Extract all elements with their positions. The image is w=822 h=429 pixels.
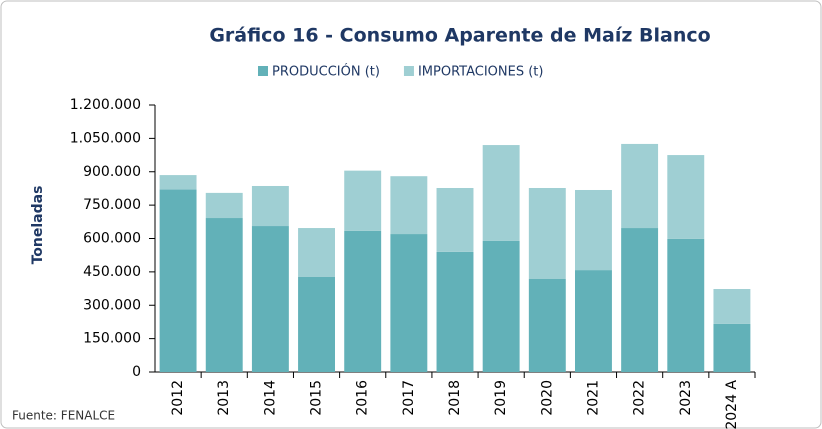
bar-segment bbox=[621, 143, 659, 229]
bar-segment bbox=[436, 251, 474, 372]
bar-segment bbox=[575, 189, 612, 271]
bar-segment bbox=[482, 240, 520, 372]
x-tick-label: 2021 bbox=[585, 380, 601, 416]
bar-segment bbox=[528, 278, 566, 372]
x-tick-label: 2015 bbox=[309, 380, 325, 416]
x-tick-label: 2019 bbox=[493, 380, 509, 416]
y-tick-label: 150.000 bbox=[83, 331, 141, 347]
bar-segment bbox=[205, 192, 243, 219]
bar-segment bbox=[667, 155, 705, 239]
bar-segment bbox=[159, 175, 197, 190]
y-tick-label: 1.200.000 bbox=[70, 97, 141, 113]
legend-label: PRODUCCIÓN (t) bbox=[272, 64, 380, 80]
y-tick-label: 450.000 bbox=[83, 264, 141, 280]
x-tick-label: 2014 bbox=[262, 380, 278, 416]
bar-segment bbox=[713, 323, 751, 372]
bar-segment bbox=[621, 228, 659, 372]
y-tick-label: 1.050.000 bbox=[70, 130, 141, 146]
bar-segment bbox=[251, 185, 289, 227]
legend-swatch bbox=[258, 66, 268, 76]
bar-segment bbox=[667, 238, 705, 372]
y-tick-label: 600.000 bbox=[83, 231, 141, 247]
x-tick-label: 2024 A bbox=[724, 380, 740, 429]
source: Fuente: FENALCE bbox=[12, 409, 115, 423]
bar-segment bbox=[344, 230, 382, 372]
x-tick-label: 2017 bbox=[401, 380, 417, 416]
bar-segment bbox=[528, 187, 566, 279]
bar-segment bbox=[298, 276, 335, 372]
x-tick-label: 2022 bbox=[632, 380, 648, 416]
x-tick-label: 2020 bbox=[539, 380, 555, 416]
y-tick-label: 900.000 bbox=[83, 164, 141, 180]
bar-segment bbox=[713, 289, 751, 324]
legend-label: IMPORTACIONES (t) bbox=[418, 65, 544, 80]
bar-segment bbox=[575, 270, 612, 372]
bar-segment bbox=[344, 170, 382, 231]
bar-segment bbox=[436, 187, 474, 252]
bar-segment bbox=[251, 226, 289, 372]
y-axis-label: Toneladas bbox=[30, 186, 46, 265]
legend-swatch bbox=[403, 66, 414, 76]
bar-segment bbox=[298, 228, 335, 277]
bar-segment bbox=[482, 145, 520, 241]
x-tick-label: 2023 bbox=[678, 380, 694, 416]
x-tick-label: 2012 bbox=[170, 380, 186, 416]
x-tick-label: 2018 bbox=[447, 380, 463, 416]
y-tick-label: 0 bbox=[132, 364, 141, 380]
y-tick-label: 300.000 bbox=[83, 297, 141, 313]
bar-segment bbox=[205, 218, 243, 372]
bar-segment bbox=[159, 189, 197, 372]
x-tick-label: 2016 bbox=[355, 380, 371, 416]
y-tick-label: 750.000 bbox=[83, 197, 141, 213]
x-tick-label: 2013 bbox=[216, 380, 232, 416]
bar-segment bbox=[390, 176, 428, 235]
bar-segment bbox=[390, 234, 428, 372]
chart-title: Gráfico 16 - Consumo Aparente de Maíz Bl… bbox=[209, 25, 710, 47]
